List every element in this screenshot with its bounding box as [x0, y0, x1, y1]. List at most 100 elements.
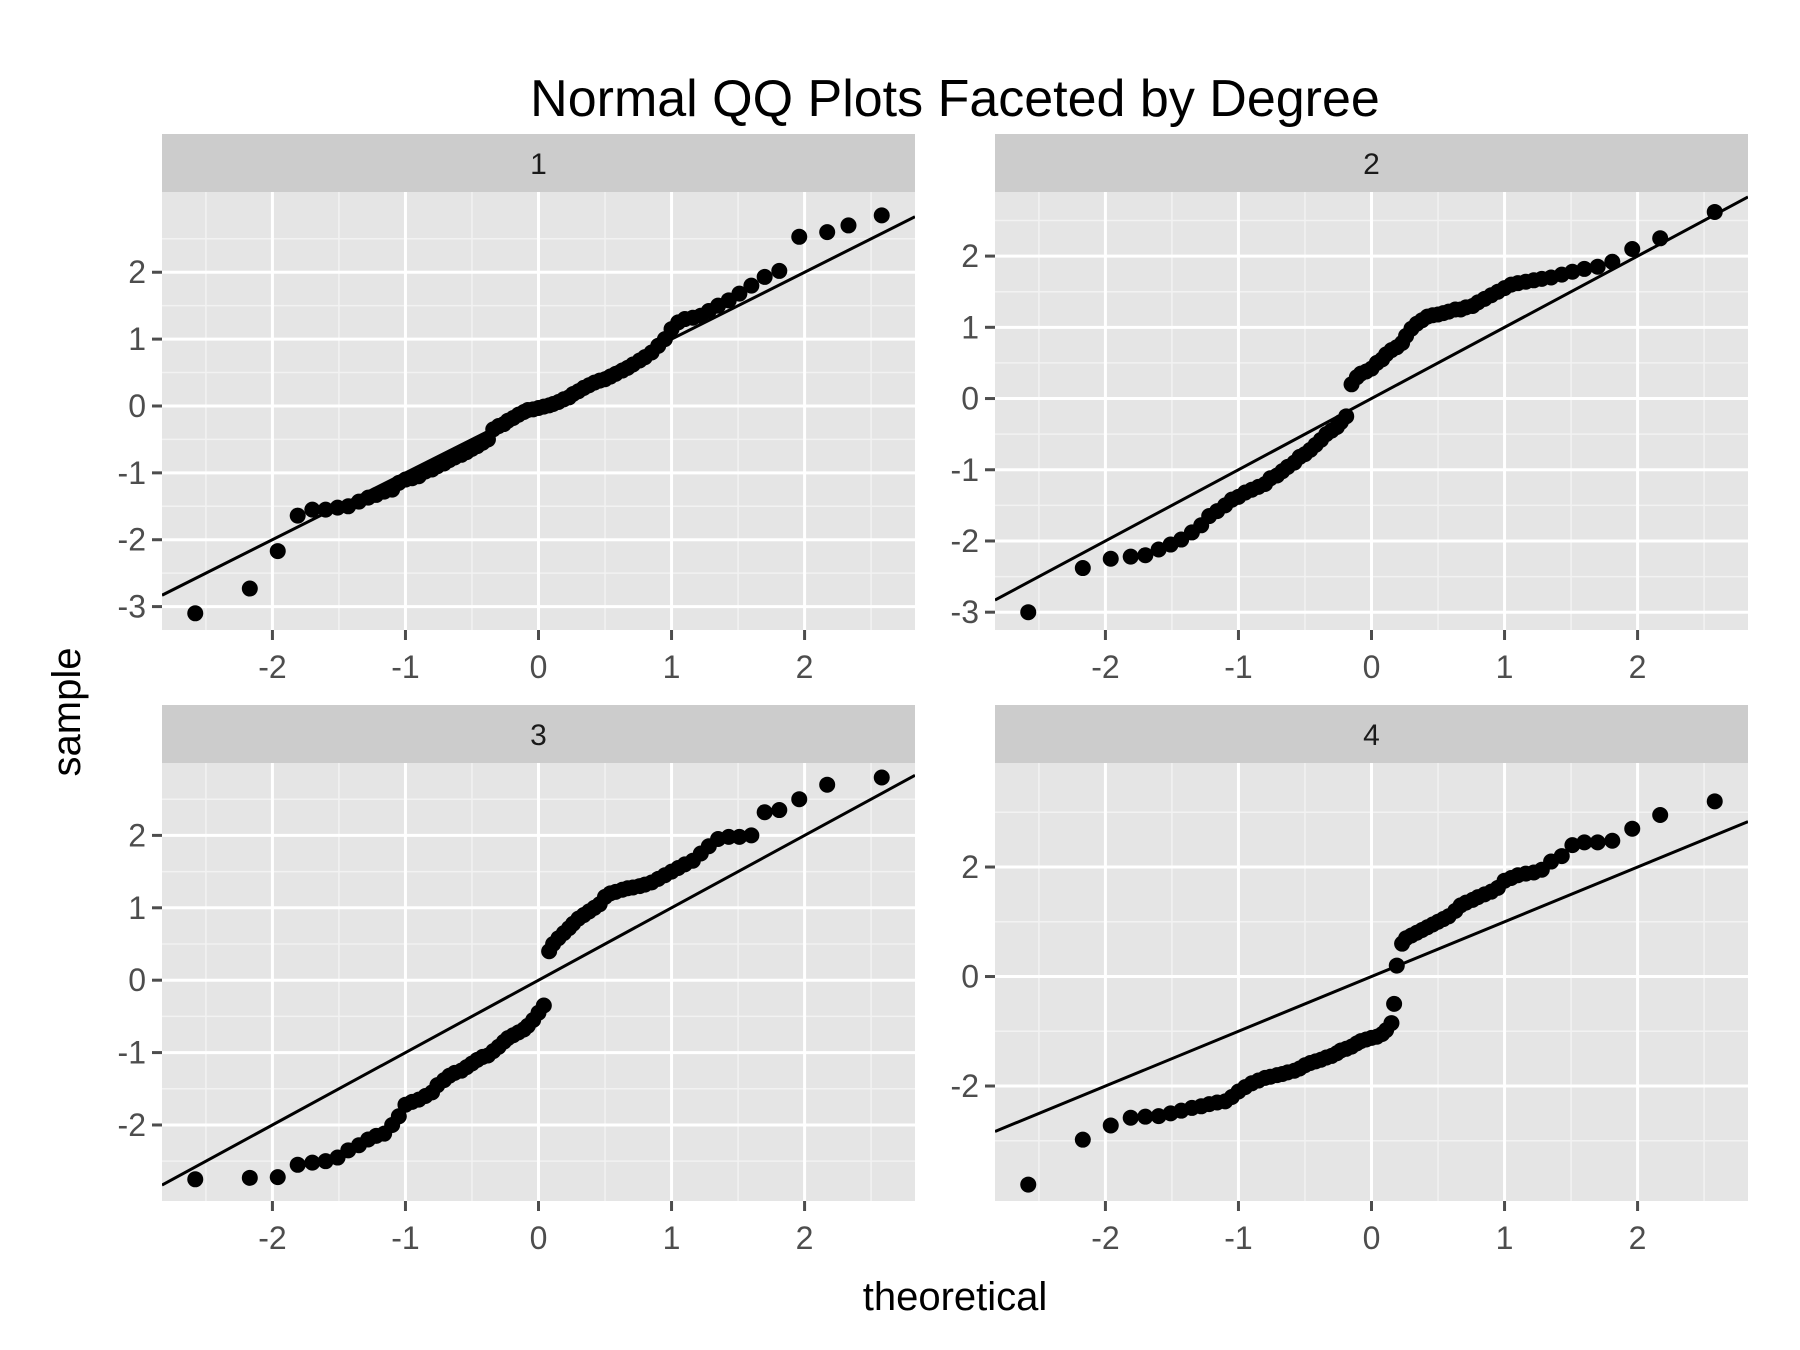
qq-point — [1150, 1108, 1167, 1125]
facet-strip-1 — [162, 134, 915, 192]
x-tick-label: 0 — [530, 1220, 548, 1256]
qq-reference-line — [995, 195, 1748, 602]
y-tick-label: 0 — [128, 962, 146, 998]
qq-point — [819, 224, 836, 241]
y-tick-label: 0 — [128, 388, 146, 424]
qq-point — [1137, 547, 1154, 564]
qq-point — [241, 580, 258, 597]
qq-point — [873, 207, 890, 224]
x-tick-label: 1 — [1496, 649, 1514, 685]
y-tick-label: 1 — [128, 321, 146, 357]
qq-point — [187, 605, 204, 622]
qq-point — [1706, 793, 1723, 810]
qq-point — [1383, 1015, 1400, 1032]
qq-point — [269, 1169, 286, 1186]
y-tick-label: -3 — [118, 589, 146, 625]
y-tick-label: -2 — [951, 523, 979, 559]
x-tick-label: 0 — [1363, 1220, 1381, 1256]
y-tick-label: 1 — [128, 890, 146, 926]
x-tick-label: 0 — [530, 649, 548, 685]
x-tick-label: 1 — [1496, 1220, 1514, 1256]
facet-panel-3: 3 -2 -1 0 1 2 -2 -1 0 1 2 — [118, 705, 915, 1256]
y-tick-label: -1 — [118, 1035, 146, 1071]
qq-point — [1706, 203, 1723, 220]
y-tick-label: 2 — [128, 817, 146, 853]
qq-point — [317, 501, 334, 518]
x-tick-label: -2 — [1091, 1220, 1119, 1256]
y-tick-label: 1 — [961, 309, 979, 345]
qq-point — [1576, 260, 1593, 277]
qq-point — [756, 804, 773, 821]
x-tick-label: 0 — [1363, 649, 1381, 685]
y-axis-title: sample — [45, 648, 89, 777]
y-tick-label: -2 — [118, 1107, 146, 1143]
qq-point — [743, 827, 760, 844]
qq-reference-line — [162, 773, 915, 1187]
qq-point — [771, 262, 788, 279]
qq-point — [289, 507, 306, 524]
x-tick-label: -1 — [1224, 649, 1252, 685]
qq-point — [1020, 1176, 1037, 1193]
y-tick-label: -1 — [951, 452, 979, 488]
qq-point — [1150, 541, 1167, 558]
y-tick-label: 0 — [961, 381, 979, 417]
qq-point — [241, 1169, 258, 1186]
qq-point — [269, 543, 286, 560]
qq-point — [1074, 560, 1091, 577]
x-tick-label: -1 — [1224, 1220, 1252, 1256]
qq-point — [1388, 957, 1405, 974]
x-tick-label: -2 — [1091, 649, 1119, 685]
qq-point — [1122, 548, 1139, 565]
x-tick-label: 1 — [663, 1220, 681, 1256]
qq-point — [743, 277, 760, 294]
qq-point — [390, 1108, 407, 1125]
facet-strip-label-4: 4 — [1363, 719, 1380, 752]
y-tick-label: 2 — [961, 849, 979, 885]
qq-point — [731, 285, 748, 302]
qq-point — [1338, 408, 1355, 425]
qq-point — [1624, 820, 1641, 837]
y-tick-label: 2 — [128, 254, 146, 290]
x-tick-label: 2 — [1629, 649, 1647, 685]
qq-point — [1604, 253, 1621, 270]
qq-point — [289, 1156, 306, 1173]
x-axis-title: theoretical — [863, 1275, 1048, 1319]
qq-point — [1652, 230, 1669, 247]
x-tick-label: 2 — [1629, 1220, 1647, 1256]
qq-point — [819, 776, 836, 793]
qq-point — [791, 791, 808, 808]
facet-strip-label-3: 3 — [530, 719, 547, 752]
qq-point — [791, 228, 808, 245]
qq-point — [731, 828, 748, 845]
chart-title: Normal QQ Plots Faceted by Degree — [530, 70, 1380, 128]
qq-point — [1604, 832, 1621, 849]
qq-point — [873, 769, 890, 786]
qq-point — [535, 997, 552, 1014]
qq-reference-line — [995, 820, 1748, 1133]
facet-strip-label-2: 2 — [1363, 148, 1380, 181]
x-tick-label: 2 — [796, 649, 814, 685]
x-tick-label: -2 — [258, 1220, 286, 1256]
facet-strip-2 — [995, 134, 1748, 192]
x-tick-label: 1 — [663, 649, 681, 685]
facet-panel-2: 2 -2 -1 0 1 2 -3 -2 -1 0 1 2 — [951, 134, 1748, 685]
y-tick-label: 0 — [961, 959, 979, 995]
facet-panel-1: 1 -2 -1 0 1 2 -3 -2 -1 0 1 2 — [118, 134, 915, 685]
qq-point — [1102, 550, 1119, 567]
y-tick-label: -3 — [951, 594, 979, 630]
facet-panels: 1 -2 -1 0 1 2 -3 -2 -1 0 1 2 2 -2 -1 0 1 2 -3 -2 -1 0 1 2 3 -2 -1 0… — [118, 134, 1748, 1256]
x-tick-label: -2 — [258, 649, 286, 685]
qq-point — [1553, 848, 1570, 865]
qq-point — [1137, 1108, 1154, 1125]
qq-point — [771, 802, 788, 819]
facet-strip-3 — [162, 705, 915, 763]
qq-point — [840, 217, 857, 234]
x-tick-label: 2 — [796, 1220, 814, 1256]
qq-point — [1589, 834, 1606, 851]
y-tick-label: -2 — [118, 522, 146, 558]
facet-panel-4: 4 -2 -1 0 1 2 -2 0 2 — [951, 705, 1748, 1256]
qq-point — [1589, 258, 1606, 275]
qq-point — [187, 1171, 204, 1188]
y-tick-label: -1 — [118, 455, 146, 491]
